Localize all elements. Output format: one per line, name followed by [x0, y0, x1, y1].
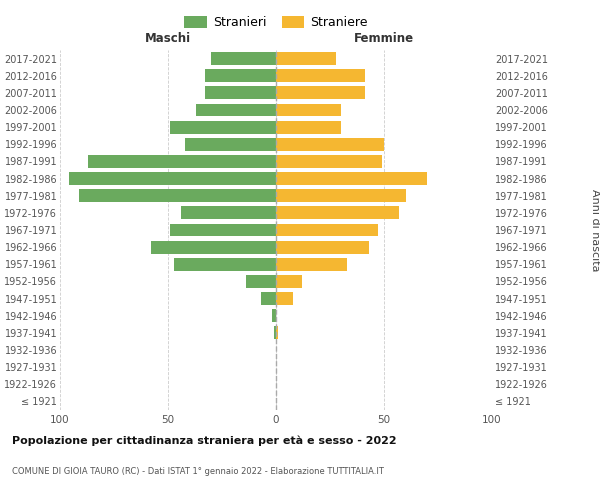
Bar: [276, 190, 406, 202]
Bar: [79, 190, 276, 202]
Bar: [276, 326, 278, 340]
Bar: [205, 70, 276, 82]
Bar: [276, 275, 302, 288]
Bar: [276, 292, 293, 305]
Bar: [246, 275, 276, 288]
Bar: [276, 258, 347, 270]
Bar: [205, 86, 276, 100]
Bar: [274, 326, 276, 340]
Bar: [211, 52, 276, 65]
Bar: [175, 258, 276, 270]
Bar: [276, 155, 382, 168]
Text: Popolazione per cittadinanza straniera per età e sesso - 2022: Popolazione per cittadinanza straniera p…: [12, 435, 397, 446]
Bar: [276, 172, 427, 185]
Y-axis label: Anni di nascita: Anni di nascita: [590, 188, 600, 271]
Bar: [88, 155, 276, 168]
Bar: [276, 120, 341, 134]
Bar: [170, 120, 276, 134]
Text: COMUNE DI GIOIA TAURO (RC) - Dati ISTAT 1° gennaio 2022 - Elaborazione TUTTITALI: COMUNE DI GIOIA TAURO (RC) - Dati ISTAT …: [12, 468, 384, 476]
Text: Maschi: Maschi: [145, 32, 191, 45]
Text: Femmine: Femmine: [354, 32, 414, 45]
Bar: [185, 138, 276, 150]
Bar: [181, 206, 276, 220]
Bar: [170, 224, 276, 236]
Legend: Stranieri, Straniere: Stranieri, Straniere: [179, 11, 373, 34]
Bar: [68, 172, 276, 185]
Bar: [261, 292, 276, 305]
Bar: [272, 310, 276, 322]
Bar: [276, 70, 365, 82]
Bar: [151, 240, 276, 254]
Bar: [276, 52, 337, 65]
Bar: [276, 224, 377, 236]
Bar: [276, 206, 399, 220]
Bar: [276, 86, 365, 100]
Bar: [276, 104, 341, 117]
Bar: [196, 104, 276, 117]
Bar: [276, 240, 369, 254]
Bar: [276, 138, 384, 150]
